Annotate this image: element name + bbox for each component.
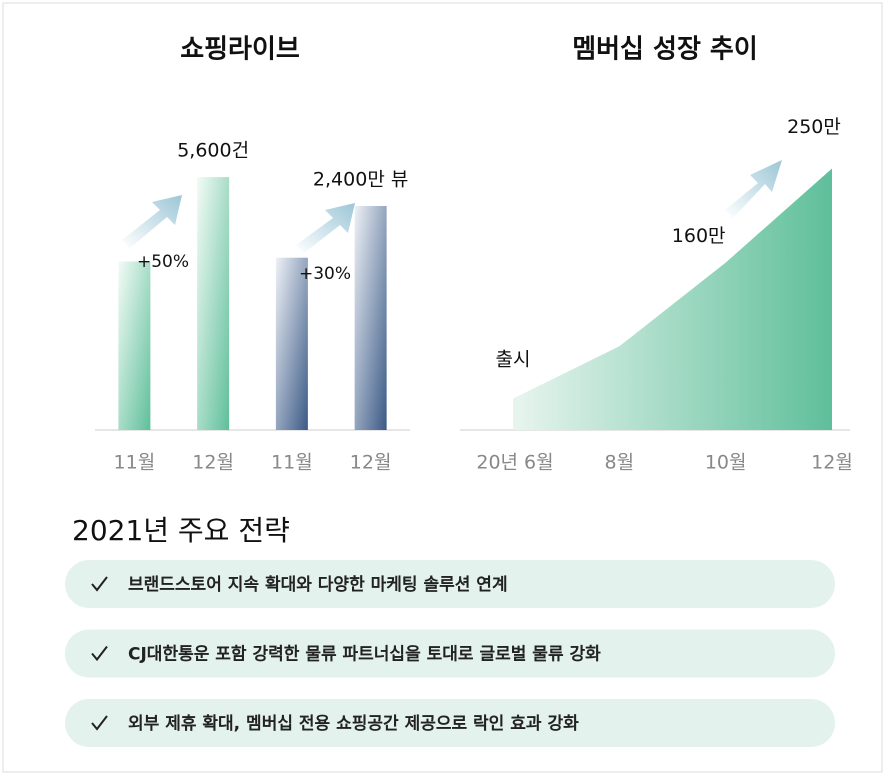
strategy-list: 브랜드스토어 지속 확대와 다양한 마케팅 솔루션 연계 CJ대한통운 포함 강력… [65,560,835,747]
x-tick-label: 12월 [192,452,234,474]
x-tick-label: 11월 [114,452,156,474]
bar [118,261,151,430]
x-tick-label: 8월 [605,452,635,474]
value-label: 2,400만 뷰 [313,169,408,191]
area [513,168,832,430]
check-icon [91,576,108,592]
check-icon [91,645,108,662]
strategy-text: 외부 제휴 확대, 멤버십 전용 쇼핑공간 제공으로 락인 효과 강화 [128,713,579,734]
x-tick-label: 11월 [271,452,313,474]
value-label: 5,600건 [177,140,249,162]
arrows [122,160,782,253]
value-label: 250만 [787,116,841,138]
x-tick-label: 12월 [350,452,392,474]
strategy-text: 브랜드스토어 지속 확대와 다양한 마케팅 솔루션 연계 [128,575,508,595]
section-title: 2021년 주요 전략 [72,514,290,547]
value-label: 160만 [672,225,726,247]
check-icon [91,715,108,731]
chart-title: 쇼핑라이브 [180,35,300,65]
bar [197,177,230,430]
bar [275,257,308,430]
chart-title: 멤버십 성장 추이 [572,35,758,65]
x-tick-label: 12월 [811,452,853,474]
annotation: +30% [299,264,351,284]
x-tick-label: 10월 [705,452,747,474]
strategy-item [65,699,835,747]
annotation: 출시 [496,349,531,371]
bar [354,206,387,430]
strategy-item [65,560,835,608]
x-tick-label: 20년 6월 [476,452,553,474]
strategy-text: CJ대한통운 포함 강력한 물류 파트너십을 토대로 글로벌 물류 강화 [128,644,601,665]
strategy-item [65,629,835,678]
annotation: +50% [137,252,189,272]
